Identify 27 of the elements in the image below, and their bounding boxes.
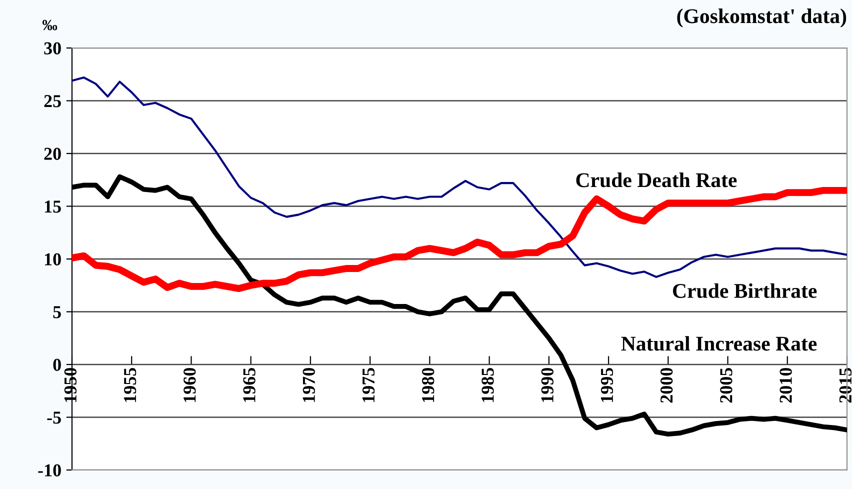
y-tick-label: 5 xyxy=(53,306,61,318)
x-tick-label: 1970 xyxy=(302,368,315,402)
x-tick-label: 1965 xyxy=(243,368,256,402)
x-tick-label: 2000 xyxy=(660,368,673,403)
y-tick-label: 20 xyxy=(44,148,61,160)
text: Natural Increase Rate xyxy=(621,336,817,351)
line-series xyxy=(72,76,847,278)
x-tick-label: 1990 xyxy=(541,368,554,402)
y-tick-label: -10 xyxy=(38,464,61,476)
x-tick-label: 1995 xyxy=(600,368,614,402)
y-tick-label: 10 xyxy=(44,253,61,266)
x-tick-label: 1985 xyxy=(482,368,494,402)
series-label: Crude Death Rate xyxy=(576,172,737,188)
x-tick-label: 1975 xyxy=(362,368,375,402)
x-tick-label: 2010 xyxy=(780,368,792,403)
x-tick-label: 1960 xyxy=(184,368,196,402)
x-tick-label: 2005 xyxy=(720,368,732,403)
y-tick-label: 25 xyxy=(44,95,61,108)
y-tick-label: 15 xyxy=(44,200,61,213)
chart-title: (Goskomstat' data) xyxy=(677,8,846,28)
series-label: Crude Birthrate xyxy=(672,283,817,298)
x-tick-label: 1980 xyxy=(422,368,434,402)
y-tick-label: 0 xyxy=(53,358,61,371)
y-tick-label: -5 xyxy=(47,412,61,424)
y-axis-title: ‰ xyxy=(42,20,58,30)
y-tick-label: 30 xyxy=(44,42,61,54)
x-tick-label: 1955 xyxy=(124,368,136,402)
